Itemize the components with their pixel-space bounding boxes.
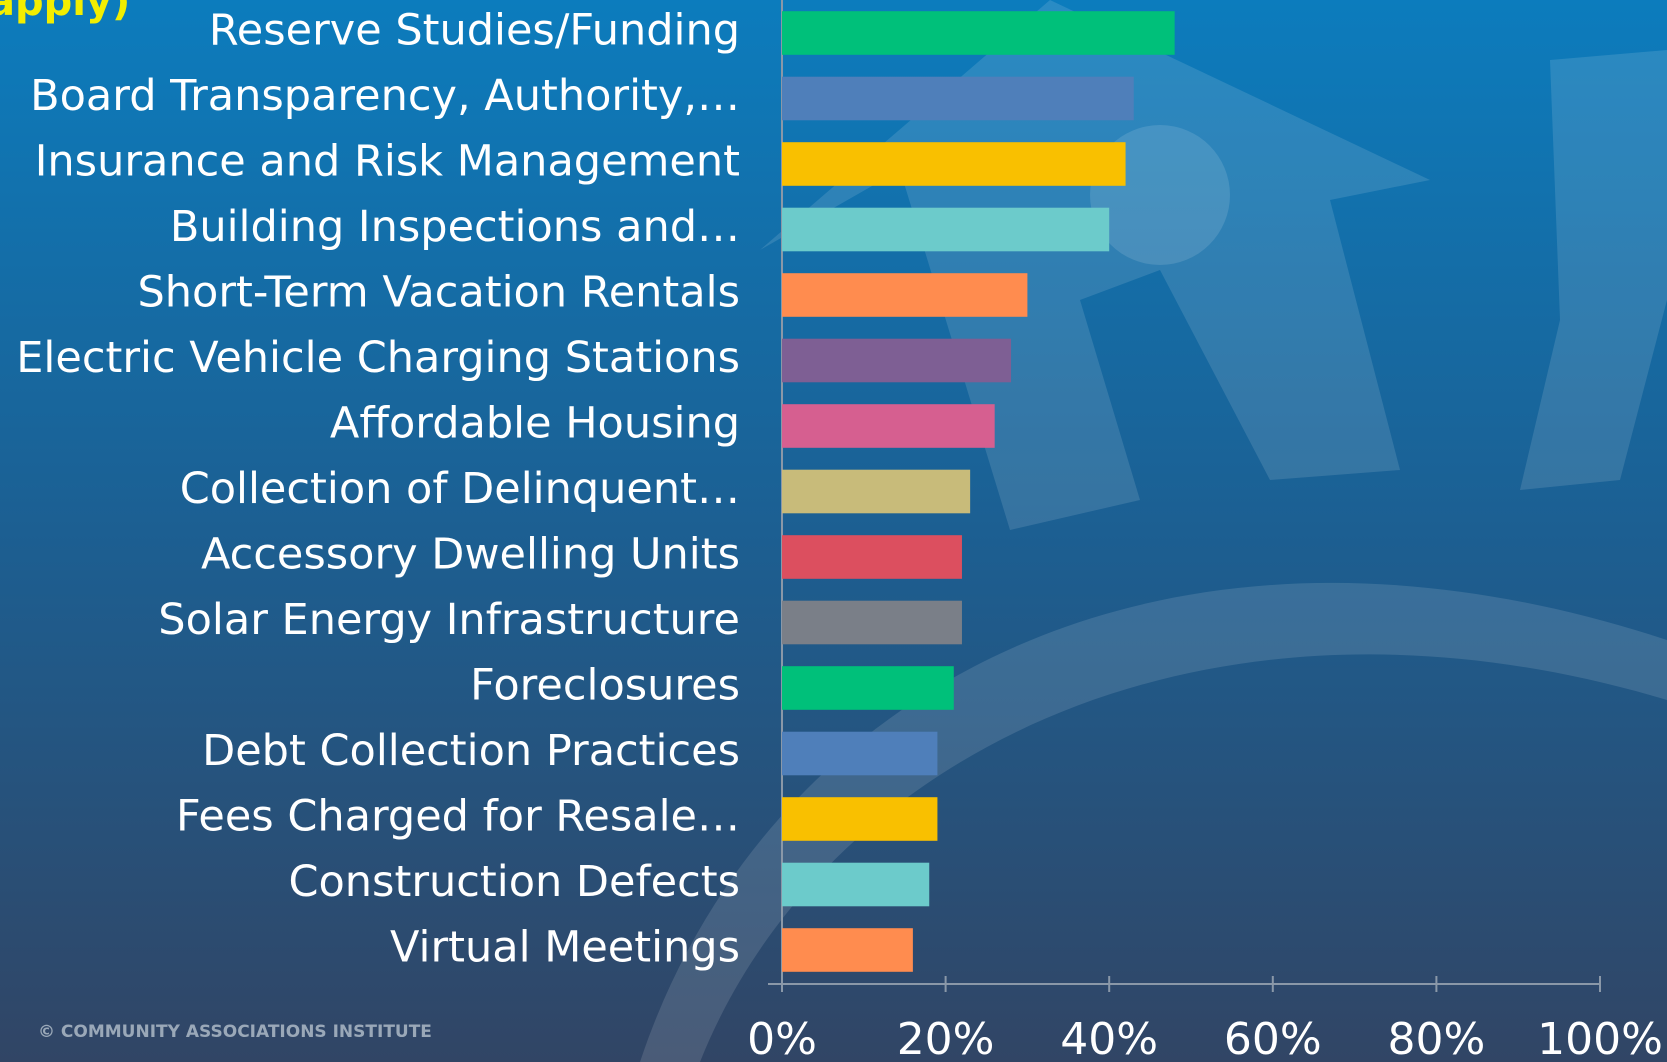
bar: [782, 863, 929, 907]
x-tick-label: 100%: [1537, 1014, 1663, 1062]
y-tick-label: Solar Energy Infrastructure: [158, 595, 740, 645]
bar: [782, 732, 937, 776]
bar: [782, 208, 1109, 252]
y-tick-label: Building Inspections and…: [170, 202, 740, 252]
bar: [782, 535, 962, 579]
chart: apply) © COMMUNITY ASSOCIATIONS INSTITUT…: [0, 0, 1667, 1062]
x-tick-label: 20%: [897, 1014, 995, 1062]
x-tick-label: 80%: [1388, 1014, 1486, 1062]
y-tick-label: Short-Term Vacation Rentals: [137, 268, 740, 318]
bar: [782, 404, 995, 448]
bar: [782, 339, 1011, 383]
chart-title: apply): [0, 0, 130, 25]
footer: © COMMUNITY ASSOCIATIONS INSTITUTE: [38, 1022, 432, 1042]
y-tick-label: Debt Collection Practices: [202, 726, 740, 776]
y-tick-label: Board Transparency, Authority,…: [30, 71, 740, 121]
bar: [782, 273, 1027, 317]
y-tick-label: Fees Charged for Resale…: [176, 792, 740, 842]
y-tick-label: Reserve Studies/Funding: [209, 6, 740, 56]
bar: [782, 601, 962, 645]
bar: [782, 470, 970, 514]
bar: [782, 797, 937, 841]
x-tick-label: 40%: [1060, 1014, 1158, 1062]
y-tick-label: Construction Defects: [288, 857, 740, 907]
x-tick-label: 0%: [747, 1014, 817, 1062]
bar: [782, 928, 913, 972]
bar: [782, 11, 1175, 55]
bar: [782, 77, 1134, 121]
y-tick-label: Accessory Dwelling Units: [201, 530, 740, 580]
y-tick-label: Affordable Housing: [330, 399, 740, 449]
bar: [782, 666, 954, 710]
y-tick-label: Collection of Delinquent…: [180, 464, 740, 514]
bar: [782, 142, 1126, 186]
y-tick-label: Foreclosures: [470, 661, 740, 711]
x-tick-label: 60%: [1224, 1014, 1322, 1062]
y-tick-label: Insurance and Risk Management: [35, 137, 740, 187]
y-tick-label: Virtual Meetings: [390, 923, 740, 973]
y-tick-label: Electric Vehicle Charging Stations: [16, 333, 740, 383]
page: apply) © COMMUNITY ASSOCIATIONS INSTITUT…: [0, 0, 1667, 1062]
